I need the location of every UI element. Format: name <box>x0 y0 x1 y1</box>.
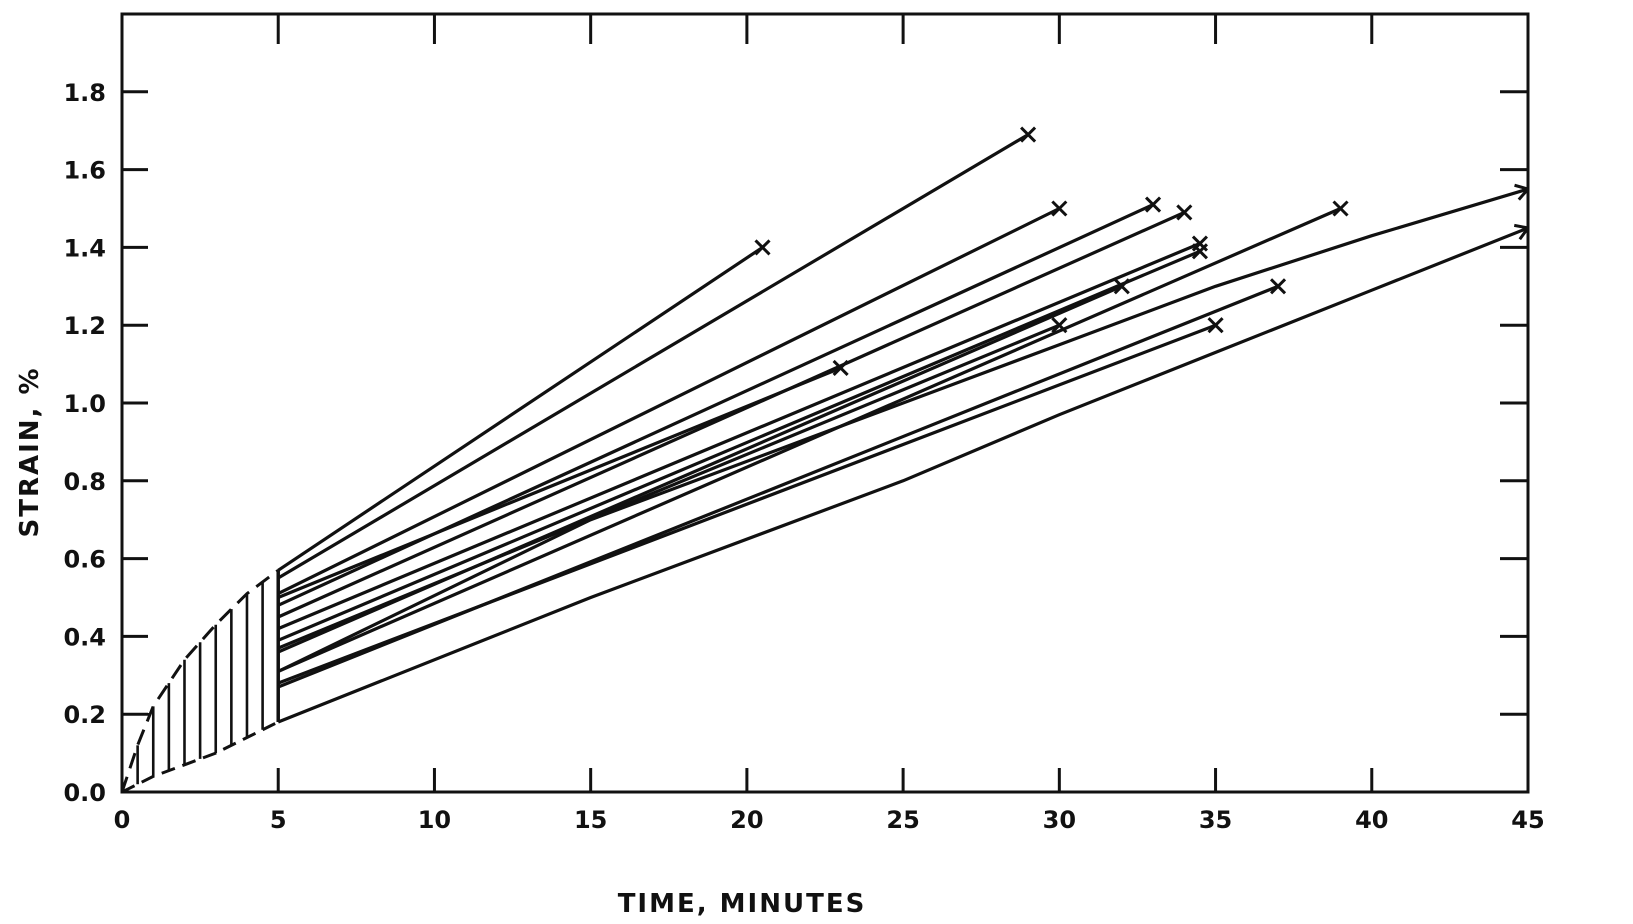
failure-marker <box>832 359 849 377</box>
series-lines <box>277 133 1529 724</box>
x-tick-label: 30 <box>1043 806 1076 834</box>
series-line <box>277 323 1217 685</box>
failure-marker-stroke <box>1020 126 1037 143</box>
tick-labels: 0 5 10 15 20 25 30 35 40 45 0.0 0.2 0.4 0.6 0.8 1.0 1.2 1… <box>63 79 1544 834</box>
series-line <box>277 226 1529 724</box>
series-line <box>277 207 1342 673</box>
failure-marker <box>1145 196 1162 213</box>
plot-frame <box>120 12 1530 794</box>
y-tick-label: 1.2 <box>63 312 106 340</box>
y-tick-label: 0.6 <box>63 546 106 574</box>
failure-marker <box>1051 317 1068 334</box>
failure-marker-stroke <box>1051 200 1068 217</box>
failure-marker <box>1020 126 1037 143</box>
x-tick-label: 35 <box>1199 806 1232 834</box>
failure-marker-stroke <box>832 359 849 377</box>
continuation-arrow <box>1513 223 1530 241</box>
failure-marker <box>754 239 771 256</box>
end-markers <box>754 126 1530 377</box>
failure-marker-stroke <box>1269 278 1287 295</box>
series-line <box>277 207 1061 596</box>
y-tick-label: 0.2 <box>63 701 106 729</box>
failure-marker <box>1051 200 1068 217</box>
series-line <box>277 133 1029 580</box>
loading-lower-boundary <box>121 720 279 794</box>
failure-marker-stroke <box>1332 200 1349 217</box>
failure-marker-stroke <box>1176 204 1193 221</box>
axis-ticks <box>120 14 1530 794</box>
y-tick-label: 0.4 <box>63 623 106 651</box>
y-tick-label: 1.0 <box>63 390 106 418</box>
x-tick-label: 5 <box>270 806 287 834</box>
y-tick-label: 1.8 <box>63 79 106 107</box>
failure-marker <box>1113 278 1130 295</box>
failure-marker <box>1191 243 1208 260</box>
plot-border <box>120 12 1530 794</box>
y-tick-label: 1.6 <box>63 157 106 185</box>
failure-marker-stroke <box>1191 243 1208 260</box>
failure-marker <box>1207 317 1224 334</box>
failure-marker-stroke <box>1051 317 1068 334</box>
loading-region <box>120 569 280 794</box>
series-line <box>277 249 1201 642</box>
failure-marker <box>1176 204 1193 221</box>
x-tick-label: 40 <box>1355 806 1388 834</box>
failure-marker-stroke <box>1145 196 1162 213</box>
x-axis-label: TIME, MINUTES <box>618 889 867 919</box>
series-line <box>277 246 764 572</box>
x-tick-label: 15 <box>574 806 607 834</box>
failure-marker-stroke <box>754 239 771 256</box>
continuation-arrow <box>1514 183 1530 201</box>
y-tick-label: 0.0 <box>63 779 106 807</box>
y-axis-label: STRAIN, % <box>15 366 45 537</box>
failure-marker <box>1332 200 1349 217</box>
loading-upper-boundary <box>120 569 280 793</box>
series-line <box>277 366 842 599</box>
series-line <box>277 187 1529 673</box>
series-line <box>277 242 1201 631</box>
failure-marker-stroke <box>1207 317 1224 334</box>
y-tick-label: 1.4 <box>63 234 106 262</box>
series-line <box>277 323 1060 650</box>
x-tick-label: 0 <box>114 806 131 834</box>
x-tick-label: 45 <box>1511 806 1544 834</box>
x-tick-label: 20 <box>730 806 763 834</box>
x-tick-label: 10 <box>418 806 451 834</box>
series-line <box>277 210 1185 619</box>
failure-marker-stroke <box>1113 278 1130 295</box>
x-tick-label: 25 <box>886 806 919 834</box>
y-tick-label: 0.8 <box>63 468 106 496</box>
failure-marker <box>1269 278 1287 295</box>
